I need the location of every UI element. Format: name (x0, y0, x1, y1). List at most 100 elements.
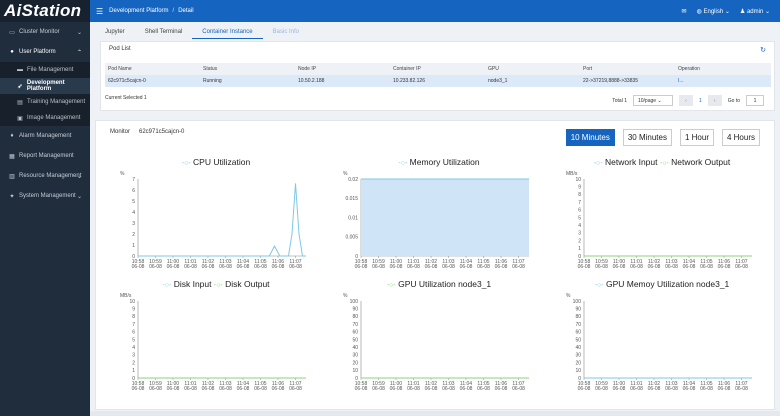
breadcrumb-separator: / (172, 8, 175, 14)
user-menu[interactable]: ♟ admin ⌄ (739, 8, 770, 15)
y-axis-unit: % (343, 293, 348, 299)
sidebar-item-report-management[interactable]: ▦ Report Management (0, 146, 90, 166)
chart-legend: -○- GPU Memoy Utilization node3_1 (562, 279, 762, 289)
x-tick-label: 06-08 (613, 264, 626, 270)
column-header[interactable]: Pod Name (108, 66, 132, 72)
sidebar-item-file-management[interactable]: ▬ File Management (0, 62, 90, 78)
sidebar-item-resource-management[interactable]: ▥ Resource Management ⌄ (0, 166, 90, 186)
y-tick-label: 100 (350, 299, 359, 305)
y-tick-label: 7 (132, 177, 135, 183)
gpu-utilization-chart: -○- GPU Utilization node3_1 % 0 10 20 30 40 5… (339, 279, 539, 411)
x-tick-label: 11:01 (407, 381, 419, 387)
sidebar-item-training-management[interactable]: ▤ Training Management (0, 94, 90, 110)
x-tick-label: 11:01 (184, 259, 196, 265)
range-1-hour-button[interactable]: 1 Hour (679, 129, 714, 146)
table-row[interactable]: 62c971c5cajcn-0 Running 10.50.2.188 10.2… (105, 75, 771, 87)
column-header[interactable]: Status (203, 66, 218, 72)
legend-series-name[interactable]: CPU Utilization (193, 157, 251, 167)
page-size-select[interactable]: 10/page ⌄ (632, 95, 673, 106)
breadcrumb-development-platform[interactable]: Development Platform (109, 8, 169, 14)
prev-page-button[interactable]: ‹ (678, 95, 693, 106)
x-tick-label: 06-08 (202, 386, 215, 392)
x-tick-label: 06-08 (132, 386, 145, 392)
x-tick-label: 11:02 (425, 259, 437, 265)
x-tick-label: 06-08 (595, 386, 608, 392)
tab-basic-info[interactable]: Basic Info (272, 29, 299, 35)
x-tick-label: 11:07 (735, 259, 747, 265)
monitor-label: Monitor (110, 129, 131, 135)
app-logo[interactable]: AiStation (0, 0, 90, 22)
column-header[interactable]: GPU (488, 66, 499, 72)
x-tick-label: 10:59 (149, 381, 162, 387)
x-tick-label: 11:03 (219, 259, 231, 265)
y-tick-label: 50 (575, 337, 581, 343)
x-tick-label: 11:03 (219, 381, 231, 387)
sidebar-item-label: Alarm Management (19, 133, 72, 139)
legend-series-name[interactable]: Memory Utilization (409, 157, 480, 167)
y-tick-label: 30 (352, 353, 358, 359)
refresh-icon[interactable]: ↻ (760, 47, 766, 54)
x-tick-label: 10:58 (578, 381, 591, 387)
column-header[interactable]: Port (583, 66, 593, 72)
column-header[interactable]: Container IP (393, 66, 421, 72)
x-tick-label: 06-08 (390, 386, 403, 392)
x-tick-label: 06-08 (683, 264, 696, 270)
language-selector[interactable]: ◍ English ⌄ (696, 8, 730, 15)
x-tick-label: 06-08 (372, 386, 385, 392)
y-axis-unit: % (120, 171, 125, 177)
goto-input[interactable]: 1 (746, 95, 764, 106)
x-tick-label: 11:04 (237, 259, 249, 265)
y-tick-label: 8 (578, 192, 581, 198)
x-tick-label: 11:07 (512, 259, 524, 265)
tab-jupyter[interactable]: Jupyter (105, 29, 125, 35)
network-chart: -○- Network Input -○- Network Output MB/… (562, 157, 762, 289)
range-4-hours-button[interactable]: 4 Hours (721, 129, 760, 146)
container-ip-cell: 10.233.82.126 (393, 78, 425, 84)
sidebar-item-label: Report Management (19, 153, 74, 159)
legend-marker: -○- (162, 282, 172, 289)
column-header[interactable]: Node IP (298, 66, 317, 72)
chart-legend: -○- Network Input -○- Network Output (562, 157, 762, 167)
sidebar-item-label: User Platform (19, 49, 56, 55)
y-tick-label: 6 (132, 330, 135, 336)
x-tick-label: 06-08 (442, 386, 455, 392)
x-tick-label: 10:59 (372, 381, 385, 387)
sidebar-item-image-management[interactable]: ▣ Image Management (0, 110, 90, 126)
y-tick-label: 7 (578, 200, 581, 206)
pod-table: Pod Name Status Node IP Container IP GPU… (105, 63, 771, 87)
tab-shell-terminal[interactable]: Shell Terminal (144, 29, 183, 35)
x-tick-label: 06-08 (512, 264, 525, 270)
sidebar-item-cluster-monitor[interactable]: ▭ Cluster Monitor ⌄ (0, 22, 90, 42)
next-page-button[interactable]: › (707, 95, 722, 106)
tab-container-instance[interactable]: Container Instance (192, 25, 263, 39)
mail-icon[interactable]: ✉ (681, 8, 687, 15)
y-tick-label: 80 (575, 314, 581, 320)
range-30-minutes-button[interactable]: 30 Minutes (622, 129, 672, 146)
sidebar-item-alarm-management[interactable]: ♦ Alarm Management (0, 126, 90, 146)
x-tick-label: 06-08 (219, 264, 232, 270)
sidebar-item-label: File Management (27, 67, 74, 73)
sidebar-item-system-management[interactable]: ✦ System Management ⌄ (0, 186, 90, 206)
legend-series-name[interactable]: Network Output (671, 157, 731, 167)
sidebar-item-user-platform[interactable]: ● User Platform ⌃ (0, 42, 90, 62)
x-tick-label: 06-08 (648, 386, 661, 392)
range-10-minutes-button[interactable]: 10 Minutes (565, 129, 615, 146)
chart-legend: -○- GPU Utilization node3_1 (339, 279, 539, 289)
legend-series-name[interactable]: GPU Memoy Utilization node3_1 (605, 279, 730, 289)
sidebar-item-development-platform[interactable]: ➶ Development Platform (0, 78, 90, 94)
operation-link[interactable]: I... (678, 78, 684, 84)
page-number[interactable]: 1 (698, 97, 702, 104)
legend-series-name[interactable]: Disk Output (225, 279, 270, 289)
x-tick-label: 10:59 (149, 259, 162, 265)
menu-icon[interactable]: ☰ (96, 6, 104, 16)
resource-icon: ▥ (9, 173, 15, 180)
legend-series-name[interactable]: Network Input (605, 157, 658, 167)
status-cell: Running (203, 78, 222, 84)
x-tick-label: 11:00 (167, 381, 179, 387)
y-tick-label: 40 (575, 345, 581, 351)
legend-series-name[interactable]: Disk Input (173, 279, 212, 289)
legend-series-name[interactable]: GPU Utilization node3_1 (398, 279, 492, 289)
y-tick-label: 9 (578, 185, 581, 191)
x-tick-label: 06-08 (700, 264, 713, 270)
